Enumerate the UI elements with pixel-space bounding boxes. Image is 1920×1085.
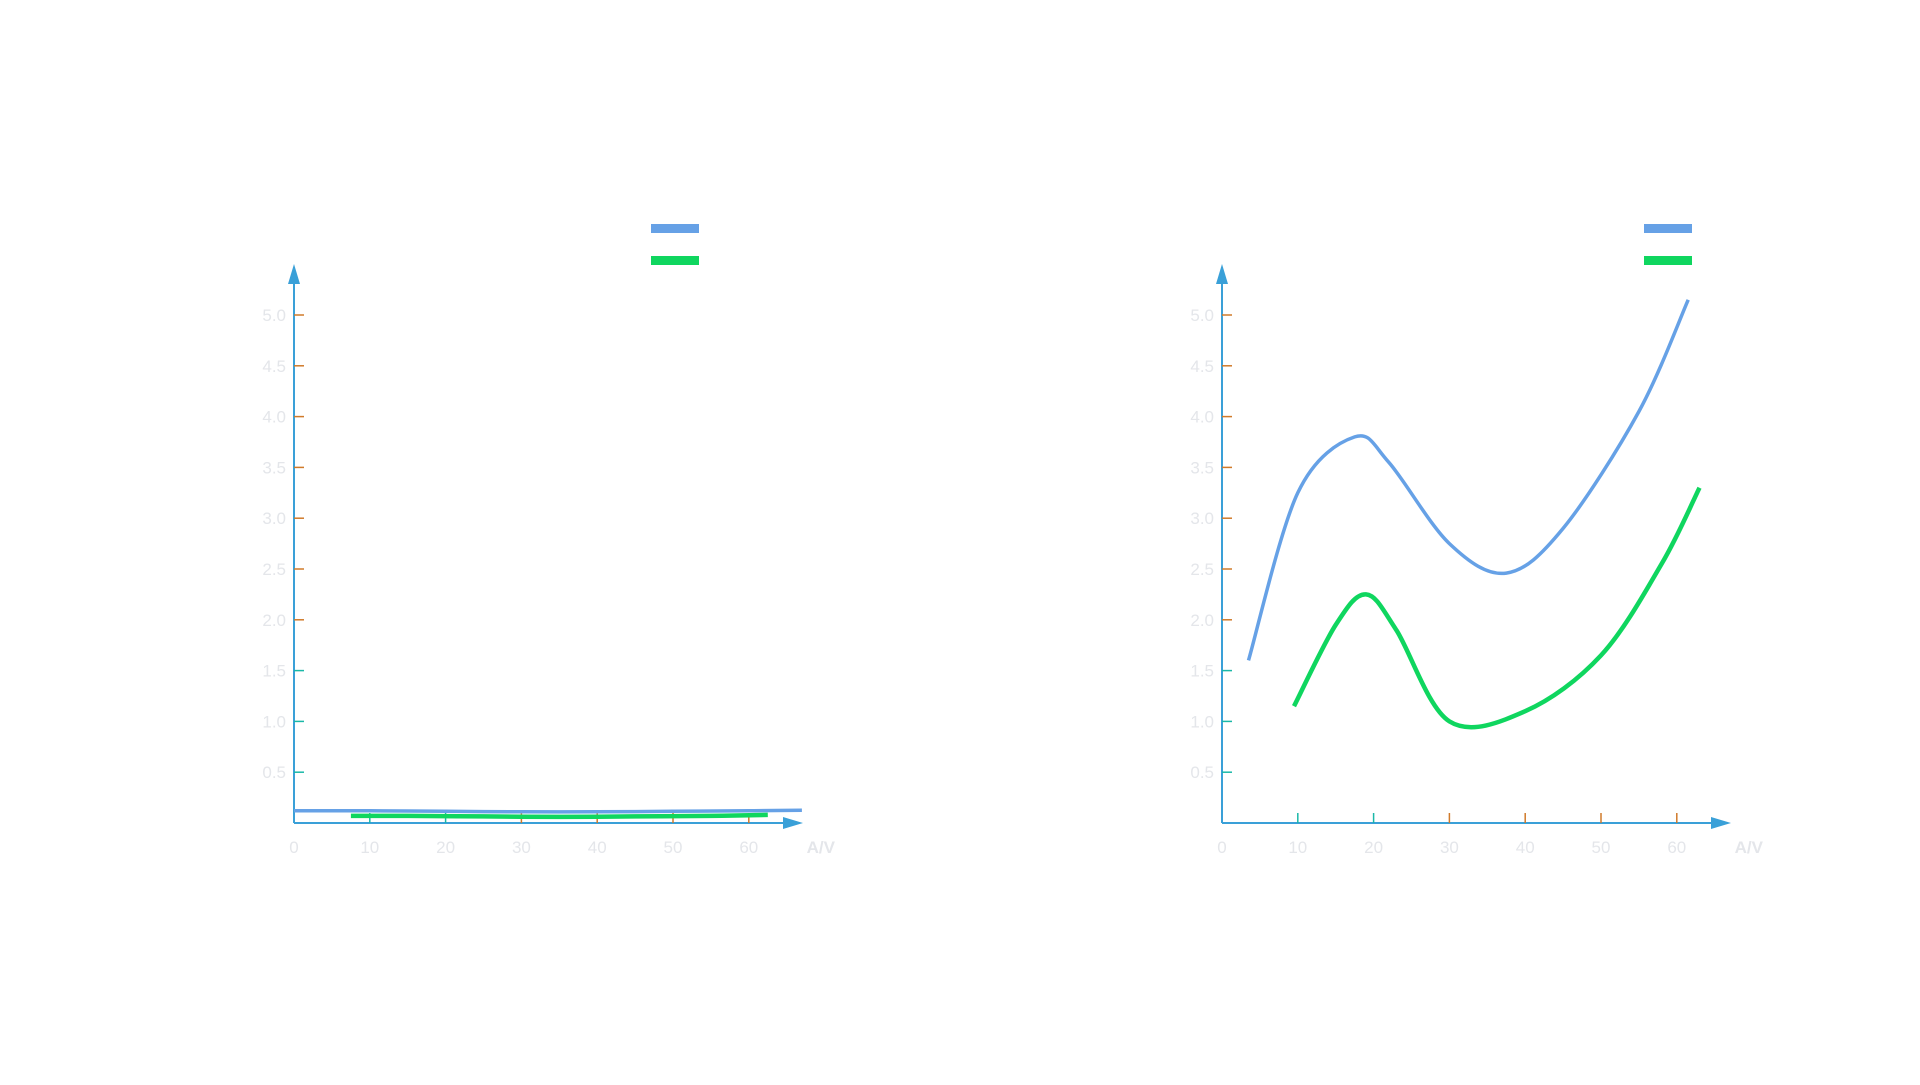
chart2-legend-swatch-2: [1644, 256, 1692, 265]
chart2-x-tick-label: 10: [1288, 838, 1307, 857]
chart1-series-line-2: [350, 812, 768, 820]
chart2-x-tick-label: 40: [1516, 838, 1535, 857]
chart1-x-tick-label: 30: [512, 838, 531, 857]
chart2-x-axis-label: A/V: [1735, 838, 1764, 857]
chart2-y-tick-label: 5.0: [1190, 306, 1214, 325]
chart2-legend-swatch-1: [1644, 224, 1692, 233]
chart2-x-tick-label: 20: [1364, 838, 1383, 857]
chart2-x-tick-label: 60: [1667, 838, 1686, 857]
chart2-x-tick-label: 0: [1217, 838, 1226, 857]
chart2-y-tick-label: 2.5: [1190, 560, 1214, 579]
chart2-x-tick-label: 30: [1440, 838, 1459, 857]
chart2-y-tick-label: 3.5: [1190, 458, 1214, 477]
chart1-y-tick-label: 3.5: [262, 458, 286, 477]
chart1-y-tick-label: 4.0: [262, 408, 286, 427]
chart1-y-tick-label: 1.0: [262, 712, 286, 731]
chart1-y-tick-label: 2.5: [262, 560, 286, 579]
chart1-x-tick-label: 60: [739, 838, 758, 857]
chart1-y-tick-label: 5.0: [262, 306, 286, 325]
chart1-x-axis-label: A/V: [807, 838, 836, 857]
chart2-y-tick-label: 3.0: [1190, 509, 1214, 528]
chart1-x-tick-label: 50: [664, 838, 683, 857]
chart2-y-tick-label: 1.0: [1190, 712, 1214, 731]
chart1-y-tick-label: 1.5: [262, 662, 286, 681]
chart1-x-tick-label: 40: [588, 838, 607, 857]
chart1-y-tick-label: 2.0: [262, 611, 286, 630]
chart2-y-tick-label: 0.5: [1190, 763, 1214, 782]
chart1-x-tick-label: 10: [360, 838, 379, 857]
chart2-y-axis-arrow-icon: [1216, 264, 1228, 284]
chart2-y-tick-label: 4.0: [1190, 408, 1214, 427]
chart1-x-tick-label: 0: [289, 838, 298, 857]
chart2-y-tick-label: 1.5: [1190, 662, 1214, 681]
chart2-series-line-1: [1246, 299, 1690, 661]
chart1-legend-swatch-2: [651, 256, 699, 265]
chart1-legend-swatch-1: [651, 224, 699, 233]
chart2-y-tick-label: 2.0: [1190, 611, 1214, 630]
chart1-x-axis-arrow-icon: [783, 817, 803, 829]
chart1-y-tick-label: 4.5: [262, 357, 286, 376]
chart2-y-tick-label: 4.5: [1190, 357, 1214, 376]
chart1-y-axis-arrow-icon: [288, 264, 300, 284]
chart2-x-tick-label: 50: [1592, 838, 1611, 857]
chart2-x-axis-arrow-icon: [1711, 817, 1731, 829]
chart1-x-tick-label: 20: [436, 838, 455, 857]
chart2-series-line-2: [1291, 486, 1702, 730]
chart1-y-tick-label: 3.0: [262, 509, 286, 528]
chart1-y-tick-label: 0.5: [262, 763, 286, 782]
chart1-series-line-1: [293, 808, 802, 814]
